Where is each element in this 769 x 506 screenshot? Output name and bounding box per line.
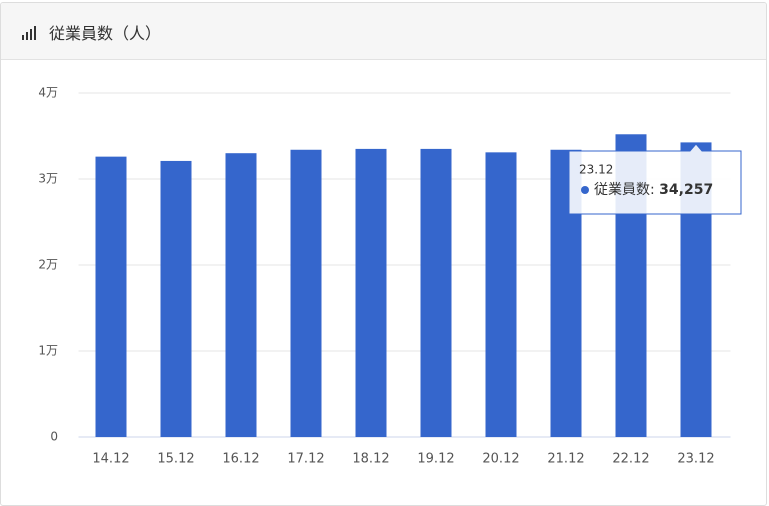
bar xyxy=(420,148,452,437)
tooltip-box xyxy=(568,143,742,215)
y-tick-label: 3万 xyxy=(38,172,58,186)
x-tick-label: 14.12 xyxy=(92,452,129,467)
tooltip-value: 34,257 xyxy=(659,182,713,198)
x-tick-label: 23.12 xyxy=(677,452,714,467)
x-tick-label: 20.12 xyxy=(482,452,519,467)
x-tick-label: 17.12 xyxy=(287,452,324,467)
tooltip-separator: : xyxy=(650,182,659,198)
bar xyxy=(290,149,322,437)
x-tick-label: 16.12 xyxy=(222,452,259,467)
tooltip-text: 従業員数: 34,257 xyxy=(594,182,713,198)
bar xyxy=(160,160,192,437)
x-tick-label: 19.12 xyxy=(417,452,454,467)
bar xyxy=(225,153,257,437)
x-tick-label: 22.12 xyxy=(612,452,649,467)
tooltip-category: 23.12 xyxy=(579,163,613,177)
x-tick-label: 21.12 xyxy=(547,452,584,467)
y-tick-label: 2万 xyxy=(38,258,58,272)
tooltip: 23.12 従業員数: 34,257 xyxy=(568,143,742,215)
bar xyxy=(485,152,517,437)
bar xyxy=(355,148,387,437)
tooltip-dot xyxy=(581,186,589,194)
x-tick-label: 15.12 xyxy=(157,452,194,467)
tooltip-series-name: 従業員数 xyxy=(594,182,650,198)
card-title: 従業員数（人） xyxy=(49,24,162,43)
y-tick-label: 1万 xyxy=(38,344,58,358)
card-header: 従業員数（人） xyxy=(1,3,766,60)
y-tick-label: 4万 xyxy=(38,86,58,100)
y-tick-label: 0 xyxy=(50,430,58,444)
x-tick-label: 18.12 xyxy=(352,452,389,467)
bar xyxy=(95,156,127,437)
chart-icon xyxy=(22,26,36,40)
